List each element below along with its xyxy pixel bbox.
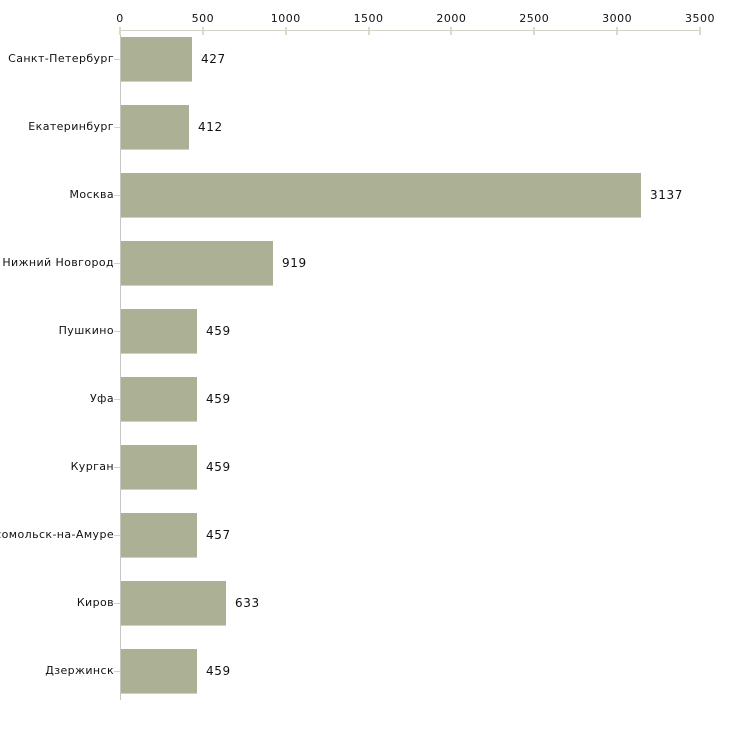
bar [121, 445, 197, 490]
x-tick-mark [367, 27, 370, 35]
value-label: 633 [235, 596, 260, 610]
x-tick-label: 2500 [519, 12, 550, 25]
value-label: 459 [206, 392, 231, 406]
value-label: 459 [206, 324, 231, 338]
x-tick-mark [699, 27, 701, 35]
category-label: Киров [76, 596, 114, 609]
value-label: 3137 [650, 188, 683, 202]
category-label: Дзержинск [45, 664, 114, 677]
x-tick-mark [616, 27, 619, 35]
y-axis-line [120, 30, 121, 700]
bar [121, 581, 226, 626]
x-tick-label: 1000 [270, 12, 301, 25]
x-tick-label: 500 [191, 12, 215, 25]
y-tick-mark [114, 195, 120, 196]
y-tick-mark [114, 535, 120, 536]
y-tick-mark [114, 127, 120, 128]
x-tick-label: 3000 [602, 12, 633, 25]
bar [121, 649, 197, 694]
y-tick-mark [114, 399, 120, 400]
category-label: Нижний Новгород [2, 256, 114, 269]
x-tick-mark [119, 27, 121, 35]
category-label: Санкт-Петербург [8, 52, 114, 65]
bar [121, 173, 641, 218]
y-tick-mark [114, 331, 120, 332]
value-label: 457 [206, 528, 231, 542]
value-label: 412 [198, 120, 223, 134]
y-tick-mark [114, 671, 120, 672]
y-tick-mark [114, 263, 120, 264]
bar [121, 241, 273, 286]
y-tick-mark [114, 467, 120, 468]
value-label: 459 [206, 664, 231, 678]
category-label: мсомольск-на-Амуре [0, 528, 114, 541]
value-label: 919 [282, 256, 307, 270]
bar [121, 377, 197, 422]
x-tick-mark [450, 27, 453, 35]
bar [121, 309, 197, 354]
x-tick-label: 2000 [436, 12, 467, 25]
x-tick-label: 1500 [353, 12, 384, 25]
category-label: Пушкино [58, 324, 114, 337]
x-tick-mark [533, 27, 536, 35]
category-label: Екатеринбург [28, 120, 114, 133]
y-tick-mark [114, 59, 120, 60]
bar [121, 513, 197, 558]
y-tick-mark [114, 603, 120, 604]
category-label: Москва [69, 188, 114, 201]
bar [121, 37, 192, 82]
x-tick-label: 3500 [685, 12, 715, 25]
x-axis-line [120, 30, 701, 31]
x-tick-mark [284, 27, 287, 35]
bar [121, 105, 189, 150]
value-label: 459 [206, 460, 231, 474]
category-label: Уфа [89, 392, 114, 405]
value-label: 427 [201, 52, 226, 66]
x-tick-label: 0 [116, 12, 124, 25]
category-label: Курган [70, 460, 114, 473]
x-tick-mark [201, 27, 204, 35]
